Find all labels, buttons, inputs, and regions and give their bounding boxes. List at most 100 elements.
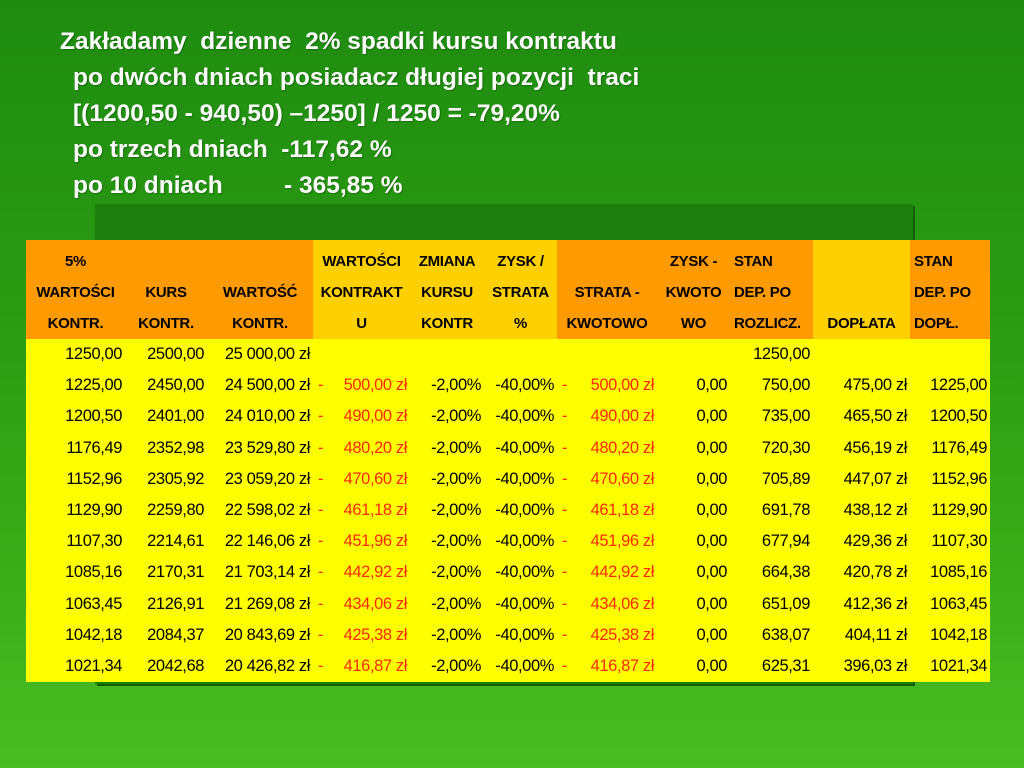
column-header-line: ROZLICZ. [734,315,801,332]
table-cell: 1107,30 [26,526,125,558]
cell-value: 1021,34 [65,657,122,676]
column-header: STAN DEP. PO ROZLICZ. [730,240,813,339]
cell-value: 2214,61 [147,532,204,551]
cell-value: -2,00% [431,594,481,613]
table-cell: 0,00 [657,432,730,464]
cell-value: 1152,96 [931,469,987,488]
cell-value: 651,09 [761,594,810,613]
cell-value: -2,00% [431,407,481,426]
cell-value: 705,89 [761,469,810,488]
table-cell: -2,00% [410,432,484,464]
cell-value: 0,00 [696,657,727,676]
cell-value: 1152,96 [66,469,122,488]
cell-value: 21 269,08 zł [224,594,311,613]
table-cell: 1107,30 [910,526,990,558]
table-cell: -2,00% [410,370,484,402]
cell-value: -2,00% [431,563,481,582]
cell-value: 442,92 zł [343,563,408,582]
column-header-line: KURSU [421,284,473,301]
cell-value: 0,00 [696,438,727,457]
cell-value: 22 146,06 zł [224,532,311,551]
table-cell: -470,60 zł [313,463,410,496]
title-line: po dwóch dniach posiadacz długiej pozycj… [73,64,640,91]
table-cell: - 500,00 zł [557,370,657,402]
cell-value: -40,00% [495,563,554,582]
column-header-line: U [356,315,367,332]
cell-value: 500,00 zł [590,376,655,395]
table-cell: 705,89 [730,463,813,496]
cell-value: 438,12 zł [843,501,908,520]
negative-sign: - [562,407,568,426]
cell-value: 429,36 zł [843,532,908,551]
table-cell: -40,00% [484,401,557,433]
table-cell: - 425,38 zł [557,619,657,652]
table-cell: -2,00% [410,619,484,652]
table-cell: 2126,91 [125,588,207,620]
column-header-line: KONTR. [47,315,104,332]
cell-value: 2042,68 [147,657,204,676]
settlement-table: 5% WARTOŚCI KONTR. KURS KONTR. WARTOŚĆ KONTR. W… [26,240,990,683]
cell-value: -40,00% [495,407,554,426]
table-cell: 24 500,00 zł [207,370,313,402]
table-cell: 2352,98 [125,432,207,464]
table-cell: 420,78 zł [813,557,910,589]
table-cell: 1152,96 [26,463,125,496]
table-cell: - 434,06 zł [557,588,657,620]
table-cell: 0,00 [657,370,730,402]
table-cell: -2,00% [410,526,484,558]
cell-value: 0,00 [696,469,727,488]
table-cell: 1042,18 [26,619,125,652]
column-header-line: ZYSK - [669,253,718,270]
column-header: ZYSK - KWOTO WO [657,240,730,339]
cell-value: 396,03 zł [843,657,908,676]
column-header-line: KONTRAKT [320,284,403,301]
cell-value: 470,60 zł [343,469,408,488]
column-header-line: ZYSK / [497,253,544,270]
negative-sign: - [562,625,568,644]
cell-value: 735,00 [761,407,810,426]
table-cell: 2305,92 [125,463,207,496]
cell-value: 2450,00 [147,376,204,395]
column-header-line: WO [680,315,707,332]
cell-value: 490,00 zł [590,407,655,426]
cell-value: 24 500,00 zł [224,376,311,395]
table-cell: 750,00 [730,370,813,402]
table-cell: -2,00% [410,463,484,496]
cell-value: 1250,00 [753,345,810,363]
cell-value: 1200,50 [65,407,122,426]
table-cell: 0,00 [657,526,730,558]
table-row: 1107,30 2214,61 22 146,06 zł -451,96 zł -2,0… [26,526,990,558]
cell-value: 451,96 zł [590,532,655,551]
column-header-line: WARTOŚĆ [222,284,298,301]
table-cell: 1225,00 [910,370,990,402]
cell-value: 638,07 [761,625,810,644]
column-header-line: DEP. PO [734,284,791,301]
column-header-line: KWOTO [665,284,722,301]
column-header: STAN DEP. PO DOPŁ. [910,240,990,339]
negative-sign: - [318,657,324,676]
table-cell: 2214,61 [125,526,207,558]
cell-value: -40,00% [495,376,554,395]
table-cell: - 416,87 zł [557,651,657,683]
cell-value: 2084,37 [147,625,204,644]
column-header-line: ZMIANA [418,253,476,270]
cell-value: 1225,00 [65,376,122,395]
title-line: Zakładamy dzienne 2% spadki kursu kontra… [60,28,617,55]
table-row: 1152,96 2305,92 23 059,20 zł -470,60 zł -2,0… [26,463,990,496]
negative-sign: - [562,594,568,613]
table-cell [484,339,557,371]
cell-value: 0,00 [696,563,727,582]
table-cell: 2401,00 [125,401,207,433]
cell-value: 465,50 zł [843,407,908,426]
column-header-line: WARTOŚCI [322,253,401,270]
column-header: STRATA - KWOTOWO [557,240,657,339]
cell-value: 2170,31 [147,563,204,582]
table-cell: 1200,50 [910,401,990,433]
cell-value: -40,00% [495,625,554,644]
cell-value: 1176,49 [66,438,122,457]
table-cell: 1129,90 [26,495,125,527]
negative-sign: - [562,501,568,520]
cell-value: 664,38 [761,563,810,582]
cell-value: 2352,98 [147,438,204,457]
table-cell: 1129,90 [910,495,990,527]
